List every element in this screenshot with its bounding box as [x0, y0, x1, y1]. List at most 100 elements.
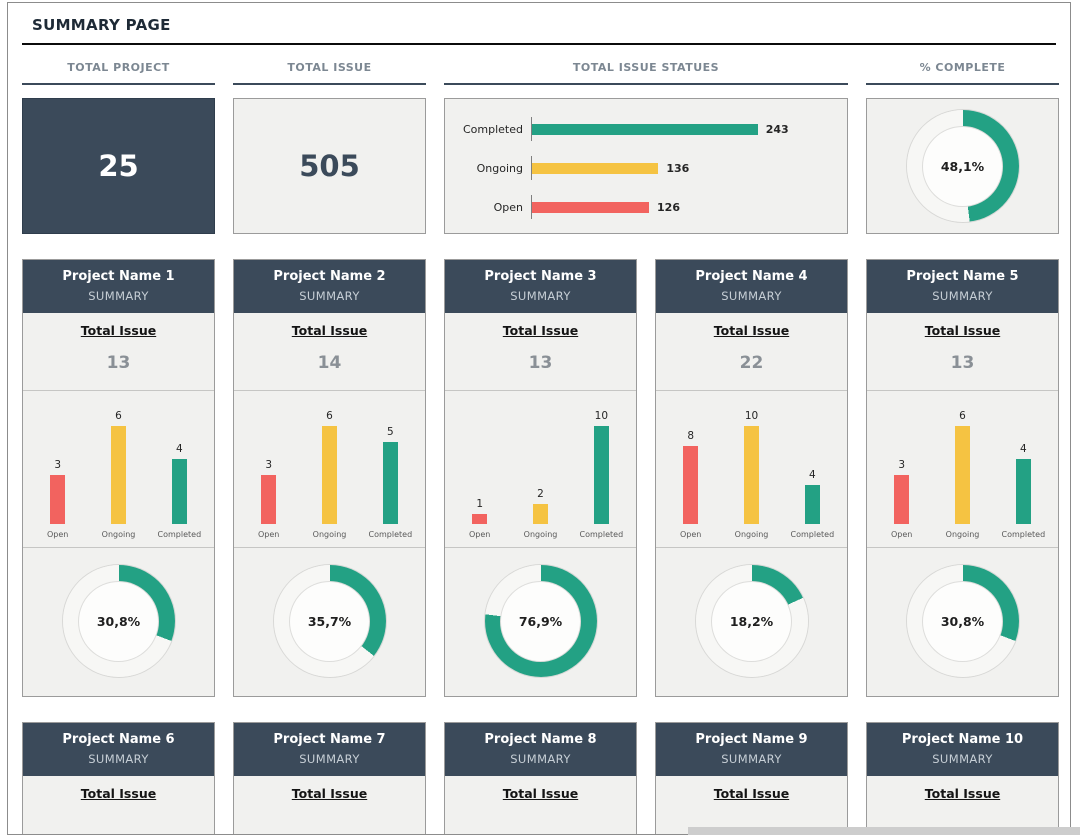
project-donut-section: 18,2%	[656, 548, 847, 696]
bar-column: 10 Completed	[571, 410, 631, 539]
bar-value-label: 10	[594, 410, 609, 422]
bar-value-label: 6	[959, 410, 966, 422]
project-card-header: Project Name 7 SUMMARY	[234, 723, 425, 776]
bar-value-label: 10	[744, 410, 759, 422]
total-issue-count: 13	[106, 353, 131, 373]
bar-category-label: Open	[493, 200, 523, 214]
project-card-9: Project Name 9 SUMMARY Total Issue	[655, 722, 848, 834]
bar	[261, 475, 277, 524]
kpi-header-total-project: TOTAL PROJECT	[22, 61, 215, 85]
kpi-header-issue-statuses: TOTAL ISSUE STATUES	[444, 61, 848, 85]
total-issue-label: Total Issue	[924, 323, 1001, 338]
project-subtitle: SUMMARY	[721, 752, 782, 766]
bar	[382, 442, 398, 524]
bar-column: 3 Open	[871, 459, 931, 539]
bar-track: 136	[531, 156, 829, 180]
bar	[532, 123, 758, 135]
project-card-3: Project Name 3 SUMMARY Total Issue 13 1 O…	[444, 259, 637, 697]
bottom-edge	[688, 827, 1080, 835]
title-underline	[22, 43, 1056, 45]
total-issue-count: 13	[528, 353, 553, 373]
bar	[50, 475, 66, 524]
project-card-header: Project Name 5 SUMMARY	[867, 260, 1058, 313]
total-issue-label: Total Issue	[924, 786, 1001, 801]
bar-row: Ongoing 136	[457, 156, 829, 180]
percent-complete-donut-chart: 48,1%	[906, 110, 1019, 222]
divider	[656, 547, 847, 548]
bar-value-label: 6	[115, 410, 122, 422]
bar	[683, 446, 699, 524]
total-project-box: 25	[22, 98, 215, 234]
bar-value-label: 8	[687, 430, 694, 442]
spreadsheet-page: SUMMARY PAGE TOTAL PROJECT TOTAL ISSUE T…	[7, 2, 1071, 835]
donut-center: 18,2%	[712, 581, 791, 661]
project-name: Project Name 6	[62, 732, 175, 747]
kpi-header-row: TOTAL PROJECT TOTAL ISSUE TOTAL ISSUE ST…	[22, 61, 1059, 85]
bar	[593, 426, 609, 524]
bar-value-label: 243	[765, 122, 789, 136]
project-card-7: Project Name 7 SUMMARY Total Issue	[233, 722, 426, 834]
donut-center: 76,9%	[501, 581, 580, 661]
project-subtitle: SUMMARY	[510, 289, 571, 303]
total-issue-count: 22	[739, 353, 764, 373]
bar-column: 3 Open	[27, 459, 87, 539]
bar-value-label: 126	[657, 200, 680, 214]
donut-center: 30,8%	[79, 581, 158, 661]
divider	[656, 390, 847, 391]
project-card-header: Project Name 6 SUMMARY	[23, 723, 214, 776]
project-name: Project Name 9	[695, 732, 808, 747]
project-card-1: Project Name 1 SUMMARY Total Issue 13 3 O…	[22, 259, 215, 697]
divider	[445, 390, 636, 391]
issue-status-box: Completed 243 Ongoing 136 Open 126	[444, 98, 848, 234]
project-card-header: Project Name 3 SUMMARY	[445, 260, 636, 313]
project-subtitle: SUMMARY	[932, 752, 993, 766]
donut-center: 35,7%	[290, 581, 369, 661]
project-name: Project Name 2	[273, 269, 386, 284]
bar-column: 6 Ongoing	[88, 410, 148, 539]
bar-track: 126	[531, 195, 829, 219]
project-donut-chart: 30,8%	[62, 565, 175, 677]
project-bar-chart: 3 Open 6 Ongoing 4 Completed	[23, 391, 214, 547]
project-donut-chart: 35,7%	[273, 565, 386, 677]
bar	[804, 485, 820, 524]
bar-category-label: Open	[679, 530, 702, 539]
bar-column: 1 Open	[449, 498, 509, 539]
divider	[23, 547, 214, 548]
donut-center: 30,8%	[923, 581, 1002, 661]
project-card-5: Project Name 5 SUMMARY Total Issue 13 3 O…	[866, 259, 1059, 697]
donut-percent-label: 48,1%	[940, 158, 985, 174]
page-title: SUMMARY PAGE	[32, 16, 171, 34]
bar-category-label: Ongoing	[312, 530, 347, 539]
project-bar-chart: 3 Open 6 Ongoing 4 Completed	[867, 391, 1058, 547]
project-subtitle: SUMMARY	[721, 289, 782, 303]
bar-row: Open 126	[457, 195, 829, 219]
divider	[867, 547, 1058, 548]
bar	[533, 504, 548, 524]
bar	[744, 426, 759, 524]
bar-column: 5 Completed	[360, 426, 420, 539]
divider	[445, 547, 636, 548]
bar-value-label: 3	[265, 459, 272, 471]
bar-value-label: 4	[1020, 443, 1027, 455]
bar-value-label: 136	[666, 161, 690, 175]
project-name: Project Name 5	[906, 269, 1019, 284]
bar-value-label: 3	[54, 459, 61, 471]
bar-value-label: 5	[387, 426, 394, 438]
project-subtitle: SUMMARY	[299, 289, 360, 303]
bar-value-label: 4	[809, 469, 816, 481]
total-issue-count: 13	[950, 353, 975, 373]
project-subtitle: SUMMARY	[510, 752, 571, 766]
project-card-6: Project Name 6 SUMMARY Total Issue	[22, 722, 215, 834]
project-card-header: Project Name 9 SUMMARY	[656, 723, 847, 776]
project-bar-chart: 1 Open 2 Ongoing 10 Completed	[445, 391, 636, 547]
bar-value-label: 4	[176, 443, 183, 455]
project-card-10: Project Name 10 SUMMARY Total Issue	[866, 722, 1059, 834]
project-name: Project Name 3	[484, 269, 597, 284]
project-name: Project Name 7	[273, 732, 386, 747]
project-card-header: Project Name 2 SUMMARY	[234, 260, 425, 313]
project-card-header: Project Name 10 SUMMARY	[867, 723, 1058, 776]
total-issue-value: 505	[299, 149, 360, 183]
divider	[234, 547, 425, 548]
divider	[867, 390, 1058, 391]
